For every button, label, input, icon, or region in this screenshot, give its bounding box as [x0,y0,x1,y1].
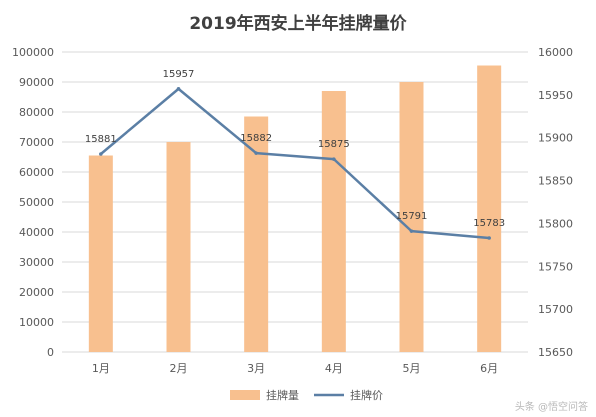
bar-series [88,65,502,352]
left-axis-tick-label: 90000 [19,76,54,89]
right-axis-tick-label: 15900 [538,132,573,145]
left-axis-tick-label: 10000 [19,316,54,329]
left-axis-tick-label: 100000 [12,46,54,59]
x-axis-tick-label: 1月 [92,362,110,375]
x-axis-tick-label: 2月 [170,362,188,375]
right-axis-tick-label: 15850 [538,175,573,188]
right-axis-tick-label: 15750 [538,260,573,273]
line-point [176,87,181,91]
data-label: 15882 [240,133,272,144]
line-point [254,151,258,155]
chart-title: 2019年西安上半年挂牌量价 [189,13,407,34]
x-axis-tick-label: 5月 [403,362,421,375]
right-axis-tick-label: 15800 [538,217,573,230]
data-label: 15875 [318,139,350,150]
bar [477,65,502,352]
data-labels: 15881 15957 15882 15875 15791 15783 [85,69,505,229]
legend-swatch-bar [230,390,260,400]
left-axis-ticks: 0 10000 20000 30000 40000 50000 60000 70000 8000… [12,46,54,359]
right-axis-tick-label: 15650 [538,346,573,359]
x-axis-tick-label: 6月 [480,362,498,375]
left-axis-tick-label: 80000 [19,106,54,119]
watermark: 头条 @悟空问答 [514,402,588,413]
right-axis-tick-label: 15700 [538,303,573,316]
bar [244,116,269,352]
legend-label: 挂牌量 [266,388,299,402]
legend: 挂牌量 挂牌价 [230,388,383,402]
x-axis-tick-label: 3月 [247,362,265,375]
line-point [409,229,414,233]
left-axis-tick-label: 20000 [19,286,54,299]
gridlines [62,51,528,353]
left-axis-tick-label: 60000 [19,166,54,179]
right-axis-tick-label: 16000 [538,46,573,59]
data-label: 15791 [396,211,428,222]
bar [321,91,346,352]
line-point [332,157,336,161]
left-axis-tick-label: 30000 [19,256,54,269]
right-axis-tick-label: 15950 [538,89,573,102]
data-label: 15957 [163,69,195,80]
bar [166,142,191,352]
x-axis-ticks: 1月 2月 3月 4月 5月 6月 [92,362,498,375]
left-axis-tick-label: 0 [47,346,54,359]
line-point [487,236,491,240]
x-axis-tick-label: 4月 [325,362,343,375]
line-series [99,87,491,240]
right-axis-ticks: 15650 15700 15750 15800 15850 15900 15950 16000 [538,46,573,359]
bar [88,155,113,352]
left-axis-tick-label: 40000 [19,226,54,239]
bar [399,82,424,352]
left-axis-tick-label: 70000 [19,136,54,149]
line-point [99,152,103,156]
legend-label: 挂牌价 [350,388,383,402]
left-axis-tick-label: 50000 [19,196,54,209]
series-line [100,87,490,240]
data-label: 15783 [473,218,505,229]
data-label: 15881 [85,134,117,145]
